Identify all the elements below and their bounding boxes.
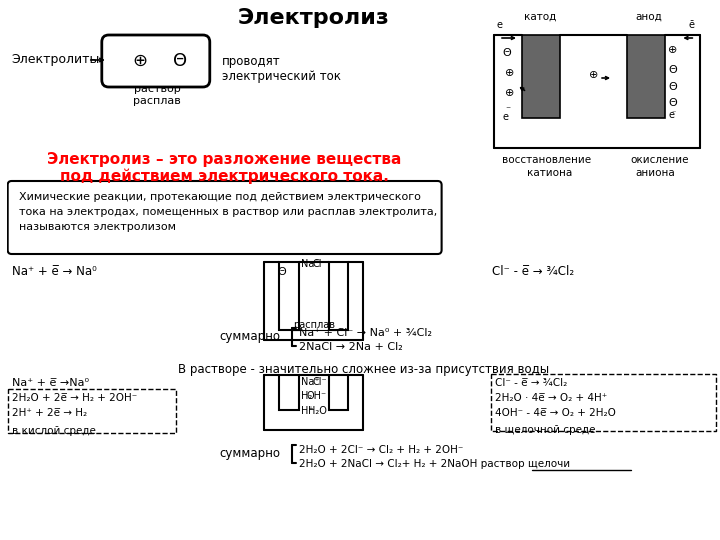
Text: H⁺: H⁺	[301, 406, 313, 416]
Polygon shape	[522, 35, 559, 118]
Text: e: e	[502, 112, 508, 122]
Text: Na⁺ + Cl⁻ → Na⁰ + ¾Cl₂: Na⁺ + Cl⁻ → Na⁰ + ¾Cl₂	[299, 328, 432, 338]
Text: суммарно: суммарно	[220, 330, 281, 343]
Text: Химические реакции, протекающие под действием электрического: Химические реакции, протекающие под дейс…	[19, 192, 420, 202]
Text: Θ: Θ	[668, 65, 678, 75]
Text: ē: ē	[688, 20, 694, 30]
Text: e: e	[496, 20, 502, 30]
Polygon shape	[279, 375, 299, 410]
Text: Cl⁻ - е̅ → ¾Cl₂: Cl⁻ - е̅ → ¾Cl₂	[492, 265, 575, 278]
Text: ⁻: ⁻	[505, 105, 510, 115]
Text: 4OH⁻ - 4е̅ → O₂ + 2H₂O: 4OH⁻ - 4е̅ → O₂ + 2H₂O	[495, 408, 616, 418]
Text: ⊕: ⊕	[505, 68, 514, 78]
Text: аниона: аниона	[636, 168, 675, 178]
Text: 2H₂O + 2NaCl → Cl₂+ H₂ + 2NaOH раствор щелочи: 2H₂O + 2NaCl → Cl₂+ H₂ + 2NaOH раствор щ…	[299, 459, 570, 469]
Text: Θ: Θ	[668, 98, 678, 108]
Text: под действием электрического тока.: под действием электрического тока.	[60, 168, 389, 184]
Text: ⊕: ⊕	[133, 52, 148, 70]
Polygon shape	[328, 262, 348, 330]
Text: катиона: катиона	[527, 168, 572, 178]
Text: Θ: Θ	[277, 267, 286, 277]
Text: 2H₂O + 2е̅ → H₂ + 2OH⁻: 2H₂O + 2е̅ → H₂ + 2OH⁻	[12, 393, 137, 403]
Text: Электролиз – это разложение вещества: Электролиз – это разложение вещества	[48, 152, 402, 167]
Text: В растворе - значительно сложнее из-за присутствия воды: В растворе - значительно сложнее из-за п…	[178, 363, 549, 376]
Text: Cl⁻: Cl⁻	[312, 377, 327, 387]
FancyBboxPatch shape	[8, 389, 176, 433]
Text: 2H₂O + 2Cl⁻ → Cl₂ + H₂ + 2OH⁻: 2H₂O + 2Cl⁻ → Cl₂ + H₂ + 2OH⁻	[299, 445, 464, 455]
Text: Na⁺: Na⁺	[301, 377, 320, 387]
Text: Θ: Θ	[668, 82, 678, 92]
Text: ⊕: ⊕	[505, 88, 514, 98]
Text: 2H₂O · 4е̅ → O₂ + 4H⁺: 2H₂O · 4е̅ → O₂ + 4H⁺	[495, 393, 608, 403]
Text: Na⁺: Na⁺	[301, 259, 320, 269]
Text: в щелочной среде: в щелочной среде	[495, 425, 595, 435]
Text: ⊕: ⊕	[668, 45, 678, 55]
Text: восстановление: восстановление	[502, 155, 591, 165]
Text: ⁻: ⁻	[672, 108, 676, 117]
Text: Cl⁻: Cl⁻	[312, 259, 327, 269]
Text: в кислой среде: в кислой среде	[12, 426, 96, 436]
Text: Θ: Θ	[502, 48, 510, 58]
Polygon shape	[279, 262, 299, 330]
Text: OH⁻: OH⁻	[307, 391, 327, 401]
Polygon shape	[328, 375, 348, 410]
Text: раствор
расплав: раствор расплав	[133, 84, 181, 106]
Text: Cl⁻ - е̅ → ¾Cl₂: Cl⁻ - е̅ → ¾Cl₂	[495, 378, 567, 388]
Text: тока на электродах, помещенных в раствор или расплав электролита,: тока на электродах, помещенных в раствор…	[19, 207, 437, 217]
Text: Электролиты: Электролиты	[12, 53, 100, 66]
Text: анод: анод	[635, 12, 662, 22]
Text: проводят
электрический ток: проводят электрический ток	[222, 55, 341, 83]
Text: катод: катод	[523, 12, 556, 22]
Text: H₂: H₂	[301, 391, 312, 401]
Text: Na⁺ + е̅ → Na⁰: Na⁺ + е̅ → Na⁰	[12, 265, 96, 278]
FancyBboxPatch shape	[8, 181, 441, 254]
Text: 2NaCl → 2Na + Cl₂: 2NaCl → 2Na + Cl₂	[299, 342, 402, 352]
Text: суммарно: суммарно	[220, 447, 281, 460]
Text: Θ: Θ	[173, 52, 187, 70]
Text: окисление: окисление	[631, 155, 689, 165]
Text: 2H⁺ + 2е̅ → H₂: 2H⁺ + 2е̅ → H₂	[12, 408, 87, 418]
Text: e: e	[668, 110, 675, 120]
FancyBboxPatch shape	[491, 374, 716, 431]
Text: расплав: расплав	[293, 320, 335, 330]
FancyBboxPatch shape	[102, 35, 210, 87]
Text: Электролиз: Электролиз	[238, 8, 390, 28]
Text: называются электролизом: называются электролизом	[19, 222, 176, 232]
Text: H₂O: H₂O	[308, 406, 327, 416]
Text: Na⁺ + е̅ →Na⁰: Na⁺ + е̅ →Na⁰	[12, 378, 89, 388]
Text: ⊕: ⊕	[589, 70, 598, 80]
Polygon shape	[627, 35, 665, 118]
